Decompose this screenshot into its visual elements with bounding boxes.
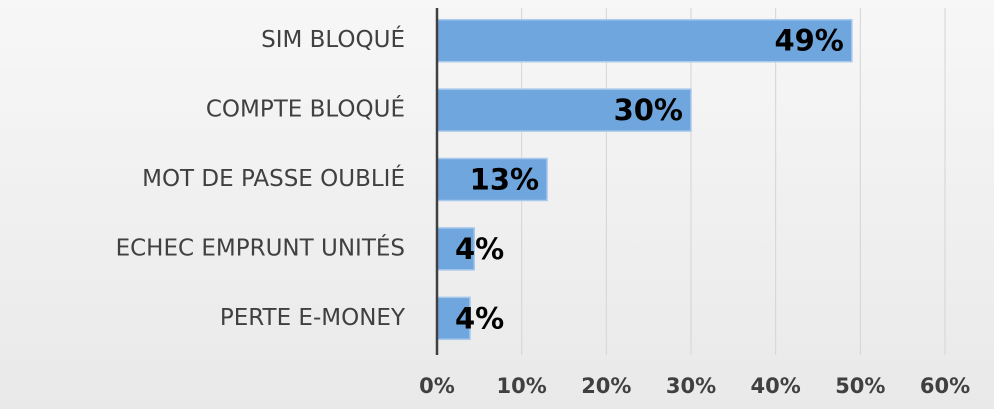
category-label: SIM BLOQUÉ <box>261 25 405 53</box>
x-tick-label: 50% <box>835 374 885 398</box>
value-label: 13% <box>470 163 539 197</box>
value-label: 4% <box>455 232 504 266</box>
x-tick-label: 20% <box>581 374 631 398</box>
category-label: MOT DE PASSE OUBLIÉ <box>142 164 405 192</box>
bar <box>436 227 476 271</box>
category-label: PERTE E-MONEY <box>220 305 406 331</box>
bar <box>436 18 853 63</box>
category-label: ECHEC EMPRUNT UNITÉS <box>116 233 405 261</box>
x-tick-label: 30% <box>666 374 716 398</box>
x-tick-label: 0% <box>419 374 455 398</box>
bar <box>436 296 471 341</box>
bar <box>436 157 548 202</box>
x-tick-label: 40% <box>751 374 801 398</box>
category-label: COMPTE BLOQUÉ <box>206 95 405 123</box>
value-label: 30% <box>614 93 683 127</box>
value-label: 4% <box>455 301 504 335</box>
x-tick-label: 10% <box>497 374 547 398</box>
value-label: 49% <box>774 24 843 58</box>
x-tick-label: 60% <box>920 374 970 398</box>
